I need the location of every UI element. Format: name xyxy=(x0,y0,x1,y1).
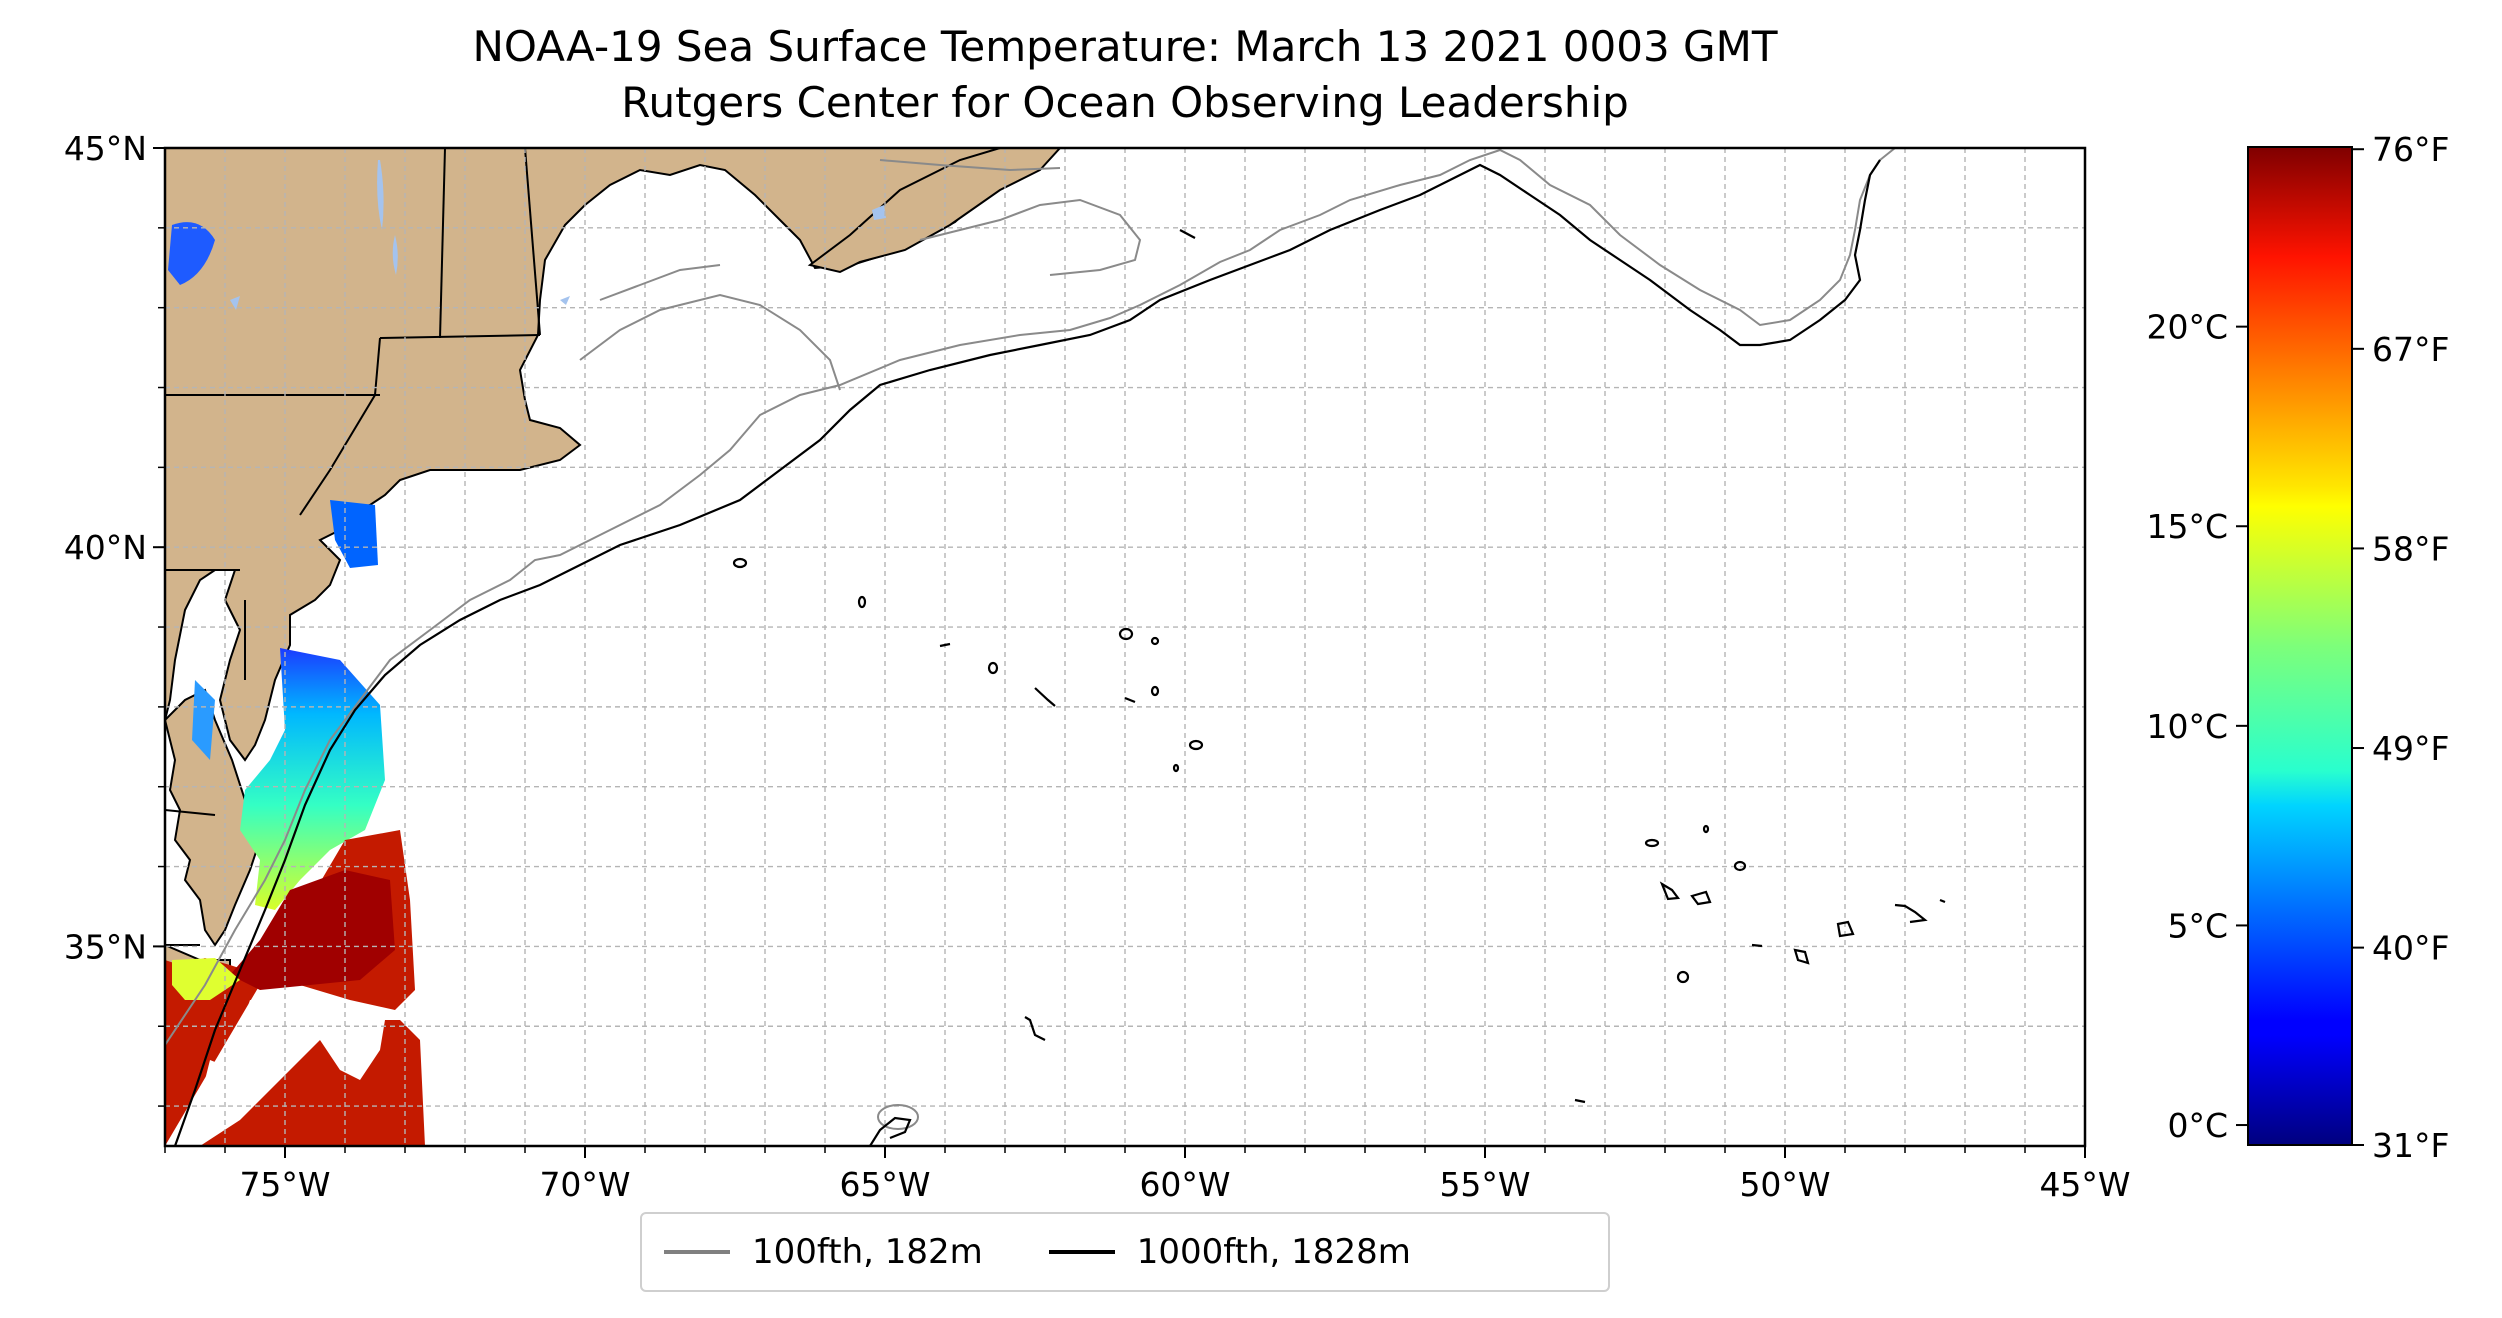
legend-item-100fth: 100fth, 182m xyxy=(664,1232,983,1272)
celsius-tick-label: 5°C xyxy=(2167,906,2228,945)
state-borders xyxy=(165,148,541,946)
celsius-tick-label: 20°C xyxy=(2146,308,2228,347)
legend-label-100fth: 100fth, 182m xyxy=(752,1232,983,1272)
isobath-100fth xyxy=(165,148,1896,1130)
lat-tick-label: 35°N xyxy=(64,927,147,966)
sst-chesapeake xyxy=(192,680,215,760)
celsius-tick-label: 10°C xyxy=(2146,707,2228,746)
lon-tick-label: 55°W xyxy=(1439,1165,1530,1204)
legend: 100fth, 182m 1000fth, 1828m xyxy=(640,1212,1610,1292)
fahrenheit-tick-label: 67°F xyxy=(2372,330,2449,369)
lon-tick-label: 75°W xyxy=(239,1165,330,1204)
map-subtitle: Rutgers Center for Ocean Observing Leade… xyxy=(621,78,1629,127)
colorbar-ticks: 0°C 5°C 10°C 15°C 20°C 31°F 40°F 49°F 58°F 67°F 76… xyxy=(2146,130,2449,1165)
sst-new-york-bight xyxy=(330,500,378,568)
latitude-axis: 45°N 40°N 35°N xyxy=(64,129,165,1107)
lat-tick-label: 40°N xyxy=(64,528,147,567)
lon-tick-label: 45°W xyxy=(2039,1165,2130,1204)
land-north-america xyxy=(165,148,1061,762)
fahrenheit-tick-label: 31°F xyxy=(2372,1126,2449,1165)
map-title: NOAA-19 Sea Surface Temperature: March 1… xyxy=(472,22,1778,71)
legend-item-1000fth: 1000fth, 1828m xyxy=(1048,1232,1411,1272)
celsius-tick-label: 0°C xyxy=(2167,1106,2228,1145)
land-virginia-nc xyxy=(165,688,262,947)
isobath-1000fth xyxy=(173,159,1946,1146)
fahrenheit-tick-label: 40°F xyxy=(2372,929,2449,968)
lon-tick-label: 70°W xyxy=(539,1165,630,1204)
legend-line-100fth xyxy=(664,1250,730,1254)
fahrenheit-tick-label: 76°F xyxy=(2372,130,2449,169)
legend-line-1000fth xyxy=(1048,1250,1115,1254)
gridlines xyxy=(165,148,2085,1146)
colorbar xyxy=(2247,146,2353,1146)
legend-label-1000fth: 1000fth, 1828m xyxy=(1136,1232,1411,1272)
sst-shelf-green xyxy=(172,958,240,1000)
longitude-axis: 75°W 70°W 65°W 60°W 55°W 50°W 45°W xyxy=(164,1146,2131,1204)
celsius-tick-label: 15°C xyxy=(2146,507,2228,546)
land-nova-scotia xyxy=(807,148,1062,274)
lat-tick-label: 45°N xyxy=(64,129,147,168)
fahrenheit-tick-label: 58°F xyxy=(2372,529,2449,568)
lon-tick-label: 60°W xyxy=(1139,1165,1230,1204)
lakes xyxy=(168,160,886,310)
fahrenheit-tick-label: 49°F xyxy=(2372,729,2449,768)
lon-tick-label: 65°W xyxy=(839,1165,930,1204)
sst-warm-core xyxy=(230,870,395,990)
lon-tick-label: 50°W xyxy=(1739,1165,1830,1204)
map-area xyxy=(165,148,2085,1146)
